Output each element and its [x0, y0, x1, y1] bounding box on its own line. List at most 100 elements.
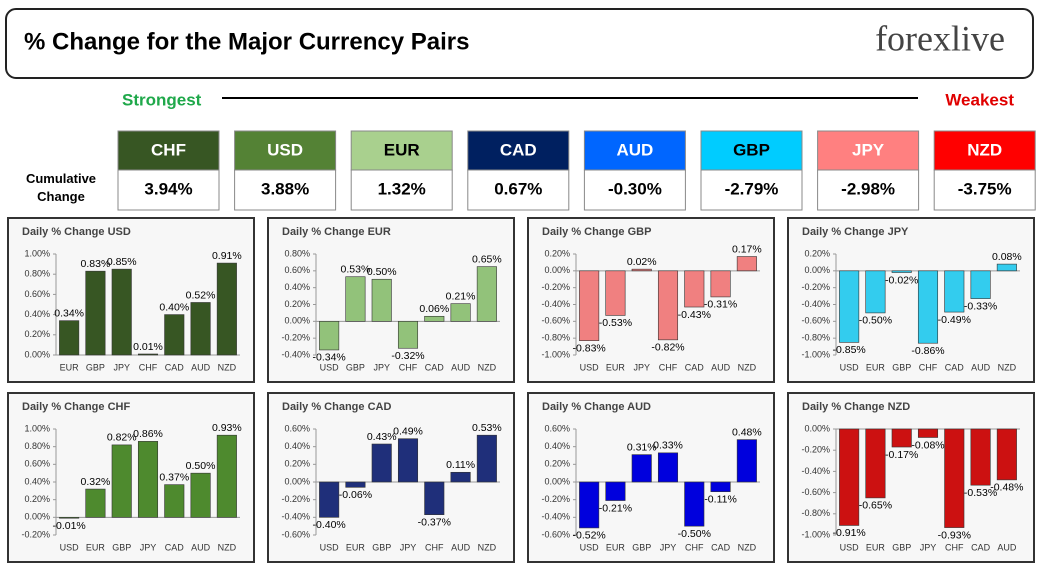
y-tick-label: -0.40% [541, 299, 570, 309]
y-tick-label: 0.20% [804, 248, 830, 258]
bar [605, 270, 626, 316]
value-label: 0.21% [446, 290, 476, 302]
x-tick-label: NZD [738, 362, 757, 372]
x-tick-label: NZD [478, 362, 497, 372]
bar [85, 270, 106, 356]
value-label: 0.11% [446, 459, 475, 471]
x-tick-label: GBP [632, 542, 651, 552]
x-tick-label: CHF [945, 542, 964, 552]
x-tick-label: JPY [113, 362, 130, 372]
value-label: 0.49% [393, 425, 423, 437]
value-label: -0.52% [573, 530, 606, 542]
value-label: -0.53% [964, 487, 997, 499]
currency-box [700, 130, 803, 171]
x-tick-label: USD [580, 362, 600, 372]
x-tick-label: GBP [112, 542, 131, 552]
x-tick-label: NZD [478, 542, 497, 552]
value-label: 0.37% [159, 471, 189, 483]
bar [137, 353, 159, 356]
chart-title: Daily % Change JPY [802, 226, 909, 238]
chart-title: Daily % Change CAD [282, 401, 391, 413]
bar [996, 428, 1017, 481]
value-label: 0.32% [81, 476, 111, 488]
currency-name: JPY [852, 140, 885, 159]
bar [579, 270, 600, 341]
bar [865, 270, 886, 314]
x-tick-label: GBP [346, 362, 365, 372]
x-tick-label: CHF [685, 542, 704, 552]
value-label: -0.21% [599, 502, 632, 514]
bar [59, 517, 80, 519]
bar [917, 428, 939, 438]
bar [710, 481, 731, 493]
x-tick-label: NZD [738, 542, 757, 552]
value-box [234, 169, 337, 211]
bar [190, 472, 211, 518]
x-tick-label: JPY [660, 542, 677, 552]
y-tick-label: -0.20% [801, 282, 830, 292]
chart-panel [787, 392, 1035, 563]
bar [970, 270, 991, 299]
value-label: 0.40% [159, 301, 189, 313]
value-label: -0.91% [833, 527, 866, 539]
bar [216, 262, 237, 356]
value-label: -0.43% [678, 309, 711, 321]
value-label: 0.34% [54, 307, 84, 319]
bar [85, 488, 106, 518]
value-label: -0.02% [885, 274, 918, 286]
x-tick-label: AUD [191, 362, 211, 372]
bar [164, 314, 185, 356]
x-tick-label: AUD [971, 362, 991, 372]
chart-panel [787, 217, 1035, 383]
y-tick-label: -0.20% [541, 282, 570, 292]
currency-value: -2.98% [841, 179, 895, 198]
value-box [700, 169, 803, 211]
y-tick-label: -0.60% [801, 487, 830, 497]
value-label: 0.52% [186, 289, 216, 301]
page-title: % Change for the Major Currency Pairs [24, 28, 469, 55]
value-label: 0.17% [732, 243, 762, 255]
x-tick-label: USD [320, 542, 340, 552]
value-box [117, 169, 220, 211]
x-tick-label: AUD [451, 542, 471, 552]
y-tick-label: 0.00% [284, 316, 310, 326]
x-tick-label: USD [840, 542, 860, 552]
bar [657, 270, 679, 341]
currency-box [583, 130, 686, 171]
value-box [350, 169, 453, 211]
bar [996, 263, 1017, 272]
x-tick-label: JPY [400, 542, 417, 552]
y-tick-label: -0.40% [281, 512, 310, 522]
x-tick-label: GBP [892, 362, 911, 372]
bar [657, 452, 679, 483]
y-tick-label: 0.60% [284, 265, 310, 275]
value-label: 0.65% [472, 253, 502, 265]
x-tick-label: EUR [606, 362, 626, 372]
x-tick-label: NZD [998, 362, 1017, 372]
x-tick-label: NZD [218, 362, 237, 372]
value-label: -0.82% [651, 342, 684, 354]
currency-value: -0.30% [608, 179, 662, 198]
currency-name: GBP [733, 140, 770, 159]
bar [345, 276, 366, 322]
y-tick-label: 0.40% [24, 309, 50, 319]
y-tick-label: 0.40% [284, 441, 310, 451]
currency-value: -3.75% [958, 179, 1012, 198]
bar [476, 266, 497, 322]
y-tick-label: -0.20% [281, 333, 310, 343]
y-tick-label: 0.20% [544, 248, 570, 258]
bar [190, 302, 211, 356]
y-tick-label: -0.20% [541, 494, 570, 504]
logo: forexlive [875, 18, 1005, 58]
y-tick-label: -0.40% [541, 512, 570, 522]
x-tick-label: USD [60, 542, 80, 552]
value-box [817, 169, 920, 211]
value-label: 0.82% [107, 432, 137, 444]
value-label: 0.53% [472, 422, 502, 434]
x-tick-label: EUR [86, 542, 106, 552]
bar [684, 270, 705, 308]
value-label: 0.02% [627, 256, 657, 268]
value-label: -0.33% [964, 300, 997, 312]
x-tick-label: AUD [997, 542, 1017, 552]
y-tick-label: 0.00% [284, 476, 310, 486]
